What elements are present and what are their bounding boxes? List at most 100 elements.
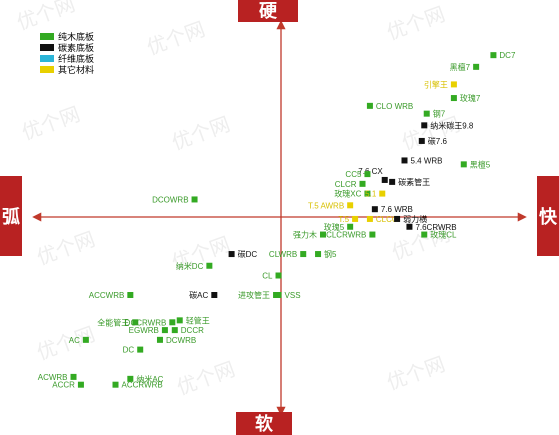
watermark-text: 优个网: [384, 2, 449, 45]
point-marker: [169, 319, 176, 326]
point-marker: [394, 215, 401, 222]
point-marker: [418, 137, 425, 144]
point-label: CLCRWRB: [326, 231, 366, 240]
point-marker: [315, 251, 322, 258]
point-label: 7.6CRWRB: [415, 223, 456, 232]
point-marker: [161, 327, 168, 334]
point-label: DCCRWRB: [125, 318, 167, 327]
point-label: 7.6 WRB: [381, 205, 413, 214]
legend-label-other: 其它材料: [58, 64, 94, 76]
point-label: 进攻管王: [238, 290, 270, 300]
point-marker: [127, 375, 134, 382]
watermark-text: 优个网: [399, 112, 464, 155]
watermark-text: 优个网: [169, 112, 234, 155]
point-label: CLO WRB: [376, 102, 413, 111]
point-marker: [473, 63, 480, 70]
point-marker: [211, 292, 218, 298]
point-label: 5.1: [365, 190, 377, 199]
point-label: CC5: [345, 170, 362, 179]
axis-right-box: [537, 176, 559, 256]
point-marker: [490, 52, 497, 59]
axis-bottom-label: 软: [255, 413, 273, 435]
point-marker: [156, 336, 163, 343]
point-label: 碳DC: [238, 249, 258, 259]
point-marker: [275, 272, 282, 279]
legend-swatch-carbon: [40, 44, 54, 51]
legend-label-wood: 纯木底板: [58, 31, 94, 43]
point-label: DCWRB: [166, 336, 196, 345]
point-label: 纳米DC: [176, 261, 204, 271]
point-label: 全能管王: [97, 317, 129, 327]
point-marker: [379, 190, 386, 197]
point-label: DC: [123, 346, 135, 355]
point-marker: [366, 102, 373, 109]
point-marker: [127, 292, 134, 298]
point-marker: [191, 196, 198, 203]
watermark-text: 优个网: [384, 352, 449, 395]
point-label: 引擎王: [424, 79, 448, 89]
point-label: 玫瑰7: [460, 93, 481, 103]
point-marker: [366, 215, 373, 222]
point-label: 钢5: [324, 249, 337, 259]
point-label: 黑檀5: [470, 159, 491, 169]
watermark-text: 优个网: [144, 17, 209, 60]
legend-swatch-other: [40, 66, 54, 73]
point-label: 黑檀7: [450, 62, 471, 72]
legend-label-fiber: 纤维底板: [58, 53, 94, 65]
watermark-text: 优个网: [174, 357, 239, 400]
axis-top-box: [238, 0, 298, 22]
point-marker: [352, 215, 359, 222]
watermark-text: 优个网: [14, 0, 79, 35]
point-label: 碳素管王: [398, 177, 430, 187]
point-label: 轻管王: [186, 315, 210, 325]
point-marker: [364, 171, 371, 178]
point-marker: [359, 180, 366, 187]
point-label: CL: [262, 272, 273, 281]
point-label: ACWRB: [38, 373, 68, 382]
point-marker: [70, 373, 77, 380]
point-marker: [82, 336, 89, 343]
point-label: 碳AC: [189, 290, 208, 300]
point-marker: [300, 251, 307, 258]
legend-swatch-fiber: [40, 55, 54, 62]
point-marker: [369, 231, 376, 238]
watermark-text: 优个网: [34, 227, 99, 270]
point-label: 弱力横: [403, 214, 427, 224]
point-marker: [347, 202, 354, 209]
point-marker: [381, 176, 388, 183]
point-label: 5.4 WRB: [411, 156, 443, 165]
point-label: AC: [69, 336, 80, 345]
point-label: ACCWRB: [89, 291, 125, 300]
point-marker: [206, 262, 213, 269]
point-marker: [275, 292, 282, 298]
point-marker: [450, 95, 457, 102]
point-label: EGWRB: [129, 326, 159, 335]
axis-left-box: [0, 176, 22, 256]
watermark-text: 优个网: [19, 102, 84, 145]
point-label: T.5 AWRB: [308, 201, 344, 210]
point-marker: [406, 223, 413, 230]
axis-left-label: 弧: [2, 206, 20, 228]
point-marker: [319, 231, 326, 238]
point-label: DC7: [499, 51, 516, 60]
point-label: T.5: [338, 215, 349, 224]
point-marker: [347, 223, 354, 230]
point-marker: [460, 161, 467, 168]
point-label: CLCC: [376, 215, 398, 224]
point-label: 玫瑰XC: [334, 189, 361, 199]
point-label: ACCR: [52, 381, 75, 390]
axis-bottom-box: [236, 412, 292, 435]
point-label: CLWRB: [269, 250, 297, 259]
point-marker: [450, 81, 457, 88]
point-marker: [77, 381, 84, 388]
point-marker: [421, 231, 428, 238]
watermark-text: 优个网: [34, 322, 99, 365]
point-label: ACCRWRB: [122, 381, 163, 390]
legend-swatch-wood: [40, 33, 54, 40]
point-marker: [112, 381, 119, 388]
point-label: DCOWRB: [152, 195, 188, 204]
